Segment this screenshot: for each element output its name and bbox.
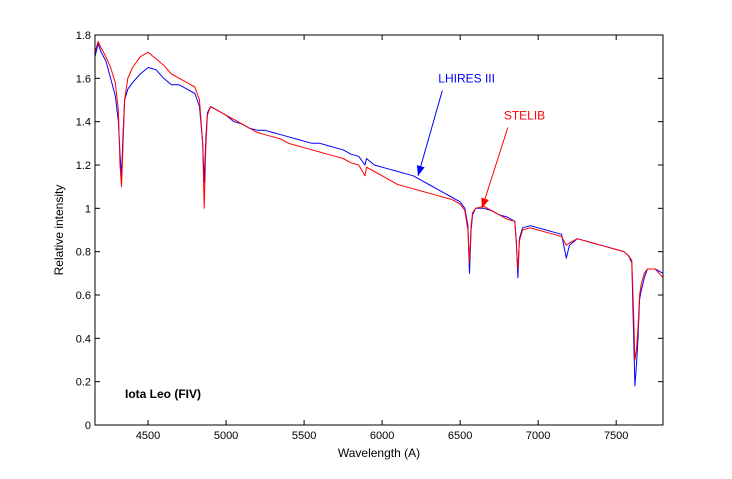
x-tick-label: 7500 (604, 430, 628, 442)
y-axis-title: Relative intensity (52, 185, 66, 276)
y-tick-label: 1.6 (76, 73, 91, 85)
x-tick-label: 7000 (526, 430, 550, 442)
annotations: LHIRES III STELIB (416, 72, 545, 209)
y-tick-label: 0.2 (76, 377, 91, 389)
annotation-arrow-lhires (417, 90, 443, 176)
y-tick-label: 0 (85, 420, 91, 432)
y-tick-label: 1.4 (76, 117, 91, 129)
annotation-arrowhead-lhires (416, 165, 425, 176)
annotation-arrowhead-stelib (481, 197, 489, 209)
y-tick-label: 0.8 (76, 247, 91, 259)
series-line-stelib (94, 41, 664, 361)
axis-ticks: 4500 5000 5500 6000 6500 7000 7500 0 0.2 0.4 0.6 0.… (76, 30, 663, 442)
y-tick-label: 0.6 (76, 290, 91, 302)
y-tick-label: 1 (85, 203, 91, 215)
x-tick-label: 5000 (214, 430, 238, 442)
x-tick-label: 4500 (136, 430, 160, 442)
plot-area-frame (94, 34, 664, 426)
x-tick-label: 5500 (292, 430, 316, 442)
x-tick-label: 6000 (370, 430, 394, 442)
x-axis-title: Wavelength (A) (338, 446, 420, 460)
annotation-arrow-stelib (481, 127, 509, 209)
annotation-label-stelib: STELIB (504, 109, 545, 123)
x-tick-label: 6500 (448, 430, 472, 442)
annotation-label-lhires: LHIRES III (438, 72, 495, 86)
series-layer (94, 41, 664, 387)
y-tick-label: 1.8 (76, 30, 91, 42)
y-tick-label: 0.4 (76, 333, 91, 345)
star-label: Iota Leo (FIV) (125, 387, 201, 401)
y-tick-label: 1.2 (76, 160, 91, 172)
